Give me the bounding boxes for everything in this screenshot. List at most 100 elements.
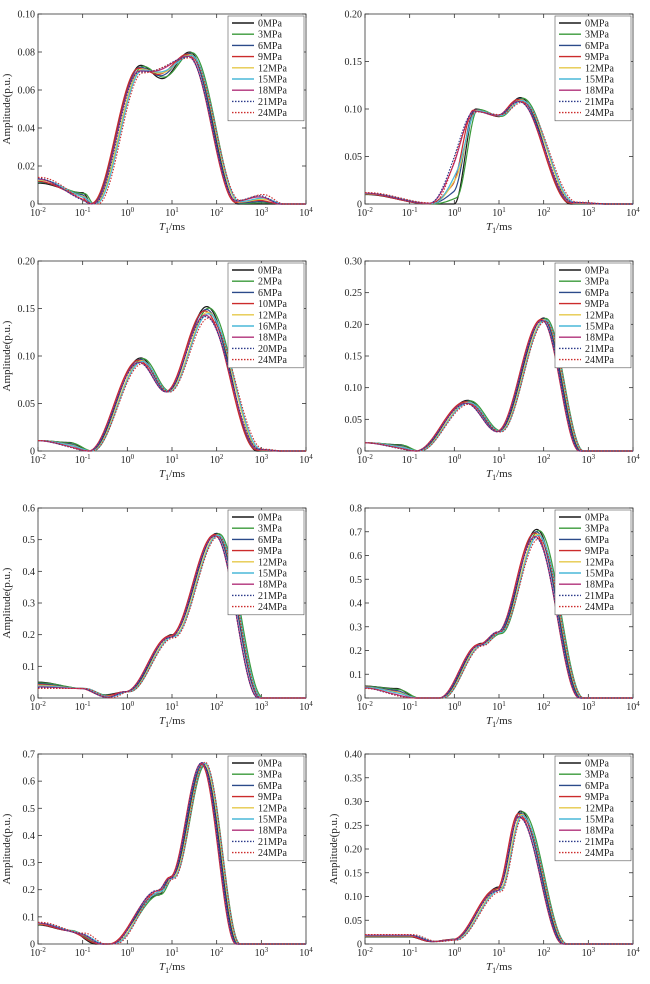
x-tick-label: 100 xyxy=(121,946,135,959)
legend-label: 6MPa xyxy=(258,781,282,792)
y-tick-label: 0.6 xyxy=(350,551,363,562)
y-axis-label: Amplitude(p.u.) xyxy=(328,813,340,884)
x-tick-label: 101 xyxy=(492,700,506,713)
legend-label: 18MPa xyxy=(258,826,287,837)
series-line-21MPa xyxy=(37,762,306,945)
y-tick-label: 0.7 xyxy=(350,527,363,538)
series-line-18MPa xyxy=(37,55,306,205)
x-tick-label: 104 xyxy=(299,206,313,219)
x-tick-label: 102 xyxy=(537,453,551,466)
legend-label: 24MPa xyxy=(585,355,614,366)
legend-label: 18MPa xyxy=(258,580,287,591)
x-tick-label: 10-2 xyxy=(357,700,373,713)
y-tick-label: 0.20 xyxy=(18,257,36,268)
x-tick-label: 10-1 xyxy=(75,700,91,713)
chart-panel-1: 0 0.02 0.04 0.06 0.08 0.10 10-2 10-1 100 101 102 10… xyxy=(1,10,313,236)
y-tick-label: 0.5 xyxy=(23,535,36,546)
x-tick-label: 100 xyxy=(448,206,462,219)
x-tick-label: 101 xyxy=(492,206,506,219)
legend-label: 21MPa xyxy=(258,97,287,108)
y-tick-label: 0.5 xyxy=(350,575,363,586)
chart-panel-7: 0 0.1 0.2 0.3 0.4 0.5 0.6 0.7 10-2 10-1 100 101 102 1… xyxy=(1,750,313,976)
legend-label: 3MPa xyxy=(258,30,282,41)
legend-label: 9MPa xyxy=(585,52,609,63)
chart-panel-8: 0 0.05 0.10 0.15 0.20 0.25 0.30 0.35 0.40 10-2 10-… xyxy=(328,750,640,976)
x-tick-label: 102 xyxy=(537,206,551,219)
y-tick-label: 0 xyxy=(357,447,362,458)
chart-panel-2: 0 0.05 0.10 0.15 0.20 10-2 10-1 100 101 102 103 104… xyxy=(345,10,641,236)
legend-label: 18MPa xyxy=(585,826,614,837)
x-axis-label: T1/ms xyxy=(486,221,512,235)
legend-label: 3MPa xyxy=(585,277,609,288)
chart-panel-5: 0 0.1 0.2 0.3 0.4 0.5 0.6 10-2 10-1 100 101 102 103 1… xyxy=(1,504,313,730)
y-tick-label: 0.3 xyxy=(23,599,36,610)
x-tick-label: 102 xyxy=(537,700,551,713)
y-tick-label: 0 xyxy=(30,200,35,211)
legend-label: 9MPa xyxy=(585,792,609,803)
x-tick-label: 10-2 xyxy=(357,946,373,959)
y-tick-label: 0.05 xyxy=(18,399,36,410)
y-tick-label: 0.2 xyxy=(23,630,36,641)
x-tick-label: 103 xyxy=(582,946,596,959)
legend-label: 2MPa xyxy=(258,277,282,288)
y-tick-label: 0.3 xyxy=(350,622,363,633)
legend-label: 12MPa xyxy=(258,310,287,321)
y-tick-label: 0 xyxy=(30,940,35,951)
y-tick-label: 0 xyxy=(357,200,362,211)
x-axis-label: T1/ms xyxy=(159,715,185,729)
x-axis-label: T1/ms xyxy=(159,961,185,975)
x-tick-label: 103 xyxy=(255,946,269,959)
legend-label: 9MPa xyxy=(585,546,609,557)
y-tick-label: 0.15 xyxy=(18,304,36,315)
x-tick-label: 101 xyxy=(165,946,179,959)
x-tick-label: 102 xyxy=(537,946,551,959)
y-tick-label: 0.5 xyxy=(23,804,36,815)
legend-label: 0MPa xyxy=(585,19,609,30)
legend-label: 12MPa xyxy=(258,803,287,814)
y-tick-label: 0.8 xyxy=(350,504,363,515)
y-tick-label: 0.1 xyxy=(23,912,36,923)
x-tick-label: 101 xyxy=(165,700,179,713)
x-tick-label: 103 xyxy=(582,206,596,219)
y-tick-label: 0.2 xyxy=(350,646,363,657)
y-tick-label: 0.02 xyxy=(18,162,36,173)
y-tick-label: 0.06 xyxy=(18,86,36,97)
legend-label: 21MPa xyxy=(258,837,287,848)
y-tick-label: 0.05 xyxy=(345,415,363,426)
x-tick-label: 103 xyxy=(255,453,269,466)
legend-label: 15MPa xyxy=(585,322,614,333)
y-tick-label: 0.7 xyxy=(23,750,36,761)
series-line-15MPa xyxy=(38,54,306,205)
y-tick-label: 0.10 xyxy=(345,105,363,116)
series-line-24MPa xyxy=(365,817,633,945)
x-axis-label: T1/ms xyxy=(486,715,512,729)
legend-label: 16MPa xyxy=(258,322,287,333)
series-line-24MPa xyxy=(38,317,306,452)
x-tick-label: 10-2 xyxy=(30,946,46,959)
x-tick-label: 104 xyxy=(626,946,640,959)
series-line-24MPa xyxy=(365,538,633,699)
legend-label: 6MPa xyxy=(258,535,282,546)
legend-label: 9MPa xyxy=(258,52,282,63)
x-tick-label: 100 xyxy=(121,700,135,713)
legend-label: 24MPa xyxy=(585,602,614,613)
series-line-24MPa xyxy=(38,535,306,699)
x-axis-label: T1/ms xyxy=(159,468,185,482)
y-tick-label: 0.2 xyxy=(23,885,36,896)
legend-label: 3MPa xyxy=(585,770,609,781)
x-tick-label: 103 xyxy=(255,700,269,713)
x-tick-label: 101 xyxy=(165,206,179,219)
y-tick-label: 0.10 xyxy=(18,352,36,363)
y-tick-label: 0.4 xyxy=(350,599,363,610)
y-tick-label: 0.25 xyxy=(345,288,363,299)
y-tick-label: 0.40 xyxy=(345,750,363,761)
legend-label: 3MPa xyxy=(585,30,609,41)
x-tick-label: 104 xyxy=(299,453,313,466)
legend-label: 15MPa xyxy=(258,815,287,826)
x-tick-label: 10-1 xyxy=(402,453,418,466)
x-tick-label: 100 xyxy=(121,206,135,219)
y-tick-label: 0 xyxy=(357,694,362,705)
legend-label: 18MPa xyxy=(258,333,287,344)
x-tick-label: 103 xyxy=(582,453,596,466)
legend-label: 0MPa xyxy=(585,759,609,770)
